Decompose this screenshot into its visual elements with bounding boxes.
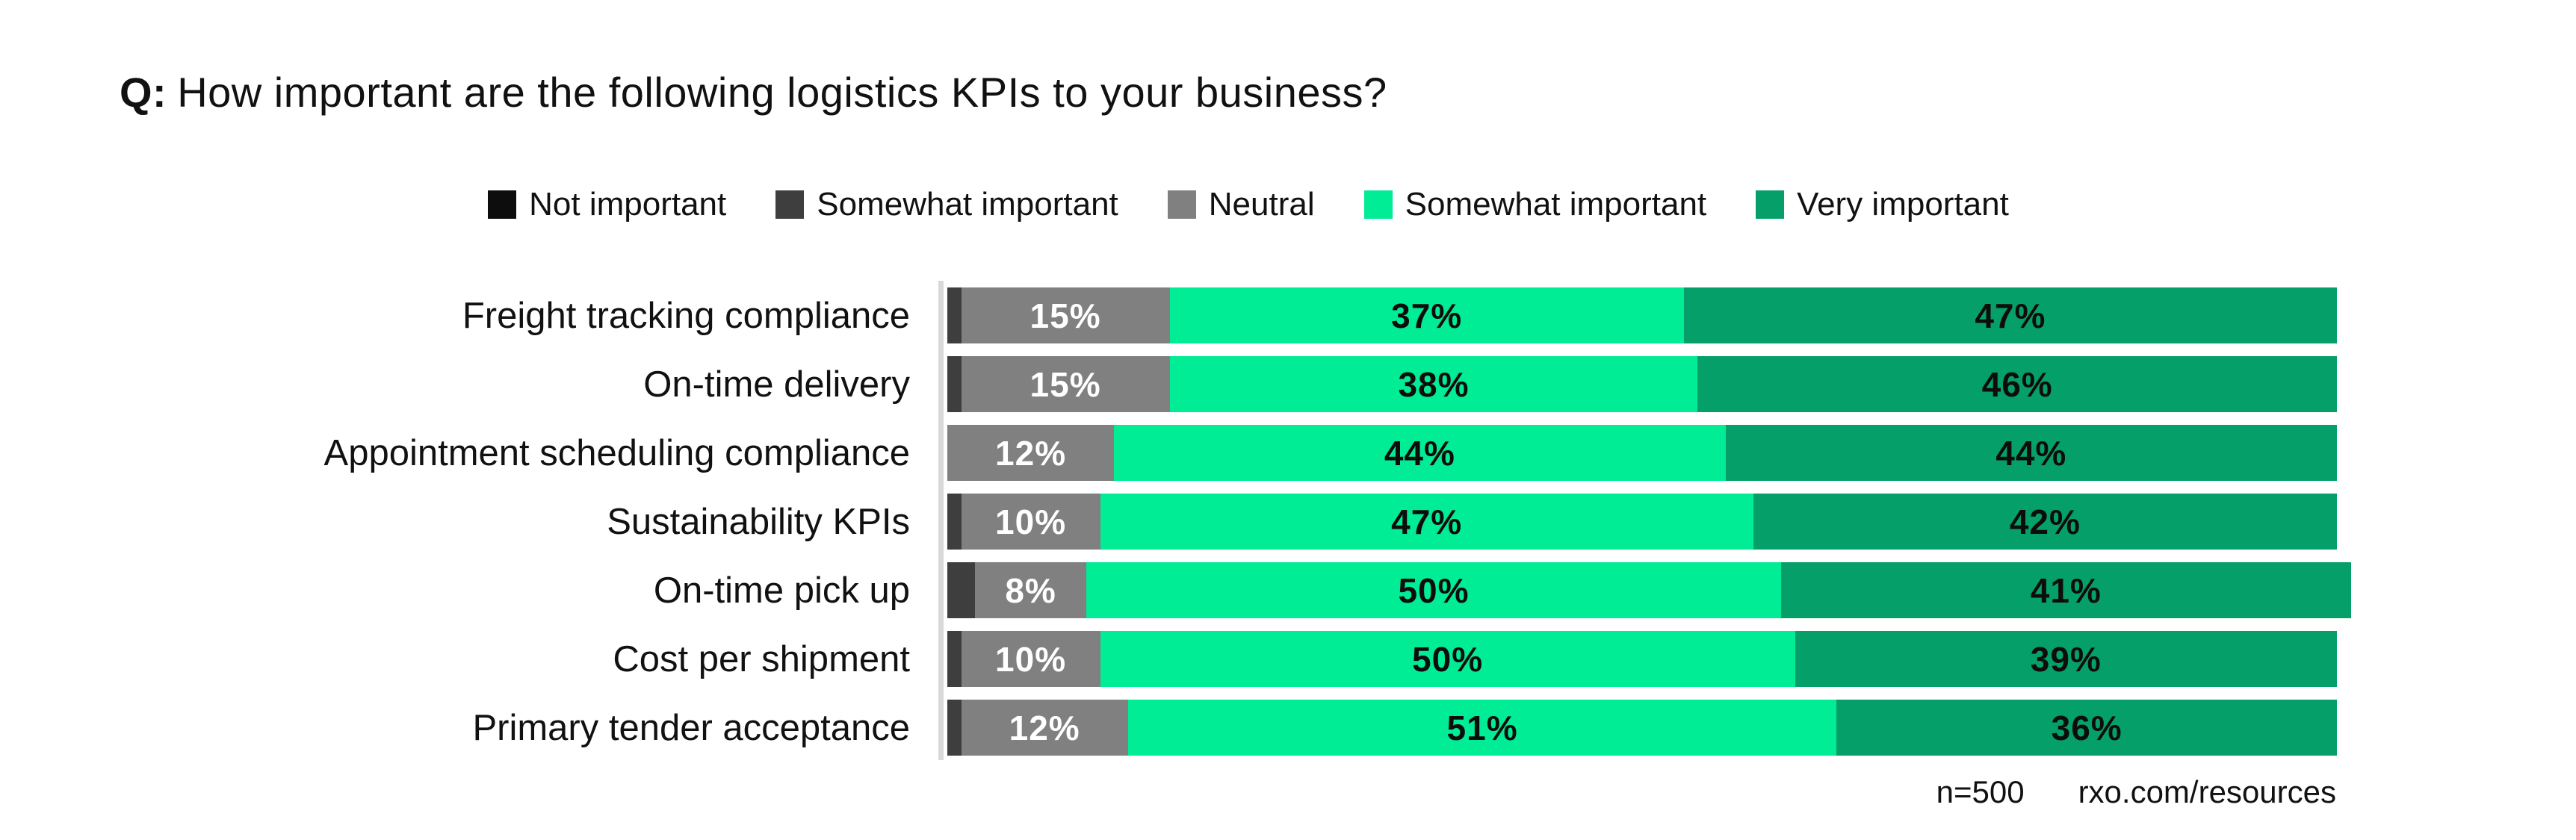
- bar-segment-neutral: 10%: [961, 494, 1100, 550]
- segment-value-label: 51%: [1446, 708, 1518, 747]
- stacked-bar: 10% 50% 39%: [947, 631, 2337, 687]
- segment-value-label: 44%: [1996, 433, 2067, 473]
- bar-segment-somewhat-important-low: [947, 700, 962, 756]
- segment-value-label: 10%: [995, 502, 1067, 541]
- segment-value-label: 44%: [1384, 433, 1455, 473]
- legend-item-neutral: Neutral: [1167, 186, 1315, 223]
- category-label: Cost per shipment: [613, 638, 910, 679]
- bar-segment-very-important: 44%: [1725, 425, 2337, 481]
- bar-segment-somewhat-important: 47%: [1100, 494, 1753, 550]
- stacked-bar: 10% 47% 42%: [947, 494, 2337, 550]
- segment-value-label: 50%: [1412, 639, 1484, 679]
- segment-value-label: 38%: [1398, 364, 1470, 404]
- bar-segment-somewhat-important-low: [947, 356, 962, 412]
- segment-value-label: 50%: [1398, 570, 1470, 610]
- bar-row-sustainability-kpis: Sustainability KPIs 10% 47% 42%: [0, 494, 2576, 550]
- legend-item-somewhat-important: Somewhat important: [1363, 186, 1707, 223]
- bar-row-on-time-delivery: On-time delivery 15% 38% 46%: [0, 356, 2576, 412]
- bar-segment-very-important: 41%: [1780, 562, 2351, 618]
- segment-value-label: 15%: [1030, 364, 1101, 404]
- bar-segment-somewhat-important: 38%: [1169, 356, 1698, 412]
- bar-row-primary-tender-acceptance: Primary tender acceptance 12% 51% 36%: [0, 700, 2576, 756]
- bar-segment-somewhat-important-low: [947, 562, 976, 618]
- legend-item-somewhat-important-low: Somewhat important: [775, 186, 1118, 223]
- chart-footer: n=500 rxo.com/resources: [1936, 774, 2336, 810]
- stacked-bar: 8% 50% 41%: [947, 562, 2351, 618]
- segment-value-label: 47%: [1391, 502, 1463, 541]
- bar-segment-neutral: 8%: [975, 562, 1086, 618]
- legend-item-very-important: Very important: [1756, 186, 2009, 223]
- stacked-bar: 12% 44% 44%: [947, 425, 2337, 481]
- question-text: How important are the following logistic…: [177, 69, 1387, 116]
- bar-segment-somewhat-important-low: [947, 494, 962, 550]
- segment-value-label: 36%: [2051, 708, 2123, 747]
- bar-segment-somewhat-important-low: [947, 287, 962, 343]
- segment-value-label: 46%: [1981, 364, 2053, 404]
- bar-segment-somewhat-important: 37%: [1169, 287, 1684, 343]
- segment-value-label: 39%: [2030, 639, 2102, 679]
- stacked-bar: 15% 38% 46%: [947, 356, 2337, 412]
- legend-item-not-important: Not important: [488, 186, 726, 223]
- segment-value-label: 47%: [1975, 296, 2046, 335]
- category-label: Sustainability KPIs: [607, 501, 910, 542]
- bar-segment-very-important: 42%: [1753, 494, 2337, 550]
- sample-size-label: n=500: [1936, 774, 2025, 809]
- source-label: rxo.com/resources: [2078, 774, 2336, 809]
- stacked-bar-chart: Freight tracking compliance 15% 37% 47% …: [0, 287, 2576, 756]
- bar-segment-somewhat-important: 50%: [1100, 631, 1795, 687]
- bar-segment-neutral: 12%: [961, 700, 1128, 756]
- bar-segment-very-important: 46%: [1697, 356, 2337, 412]
- bar-segment-somewhat-important: 50%: [1086, 562, 1781, 618]
- stacked-bar: 15% 37% 47%: [947, 287, 2337, 343]
- segment-value-label: 12%: [995, 433, 1067, 473]
- category-label: Primary tender acceptance: [472, 707, 910, 748]
- legend-swatch-very-important: [1756, 190, 1785, 219]
- segment-value-label: 37%: [1391, 296, 1463, 335]
- question-prefix: Q:: [120, 69, 167, 116]
- bar-segment-neutral: 12%: [947, 425, 1115, 481]
- bar-segment-very-important: 36%: [1836, 700, 2337, 756]
- category-label: On-time delivery: [643, 364, 910, 405]
- legend-label: Neutral: [1208, 186, 1315, 223]
- legend-swatch-not-important: [488, 190, 517, 219]
- legend-swatch-somewhat-important: [1363, 190, 1393, 219]
- segment-value-label: 10%: [995, 639, 1067, 679]
- bar-row-freight-tracking-compliance: Freight tracking compliance 15% 37% 47%: [0, 287, 2576, 343]
- bar-row-appointment-scheduling-compliance: Appointment scheduling compliance 12% 44…: [0, 425, 2576, 481]
- segment-value-label: 41%: [2030, 570, 2102, 610]
- chart-legend: Not important Somewhat important Neutral…: [0, 186, 2497, 223]
- bar-segment-neutral: 10%: [961, 631, 1100, 687]
- bar-segment-very-important: 39%: [1795, 631, 2337, 687]
- legend-label: Not important: [529, 186, 727, 223]
- category-label: Freight tracking compliance: [462, 295, 910, 336]
- segment-value-label: 42%: [2009, 502, 2081, 541]
- legend-label: Somewhat important: [1405, 186, 1707, 223]
- bar-segment-very-important: 47%: [1683, 287, 2337, 343]
- bar-segment-neutral: 15%: [961, 356, 1170, 412]
- segment-value-label: 8%: [1005, 570, 1056, 610]
- y-axis-baseline: [938, 281, 944, 760]
- legend-label: Somewhat important: [817, 186, 1118, 223]
- bar-segment-somewhat-important-low: [947, 631, 962, 687]
- chart-question-title: Q: How important are the following logist…: [120, 69, 1387, 116]
- legend-swatch-neutral: [1167, 190, 1196, 219]
- legend-swatch-somewhat-important-low: [775, 190, 805, 219]
- segment-value-label: 15%: [1030, 296, 1101, 335]
- bar-segment-somewhat-important: 51%: [1127, 700, 1837, 756]
- stacked-bar: 12% 51% 36%: [947, 700, 2337, 756]
- bar-row-cost-per-shipment: Cost per shipment 10% 50% 39%: [0, 631, 2576, 687]
- bar-segment-somewhat-important: 44%: [1114, 425, 1726, 481]
- legend-label: Very important: [1797, 186, 2009, 223]
- category-label: Appointment scheduling compliance: [323, 432, 910, 473]
- bar-segment-neutral: 15%: [961, 287, 1170, 343]
- bar-row-on-time-pick-up: On-time pick up 8% 50% 41%: [0, 562, 2576, 618]
- segment-value-label: 12%: [1009, 708, 1080, 747]
- category-label: On-time pick up: [653, 570, 910, 611]
